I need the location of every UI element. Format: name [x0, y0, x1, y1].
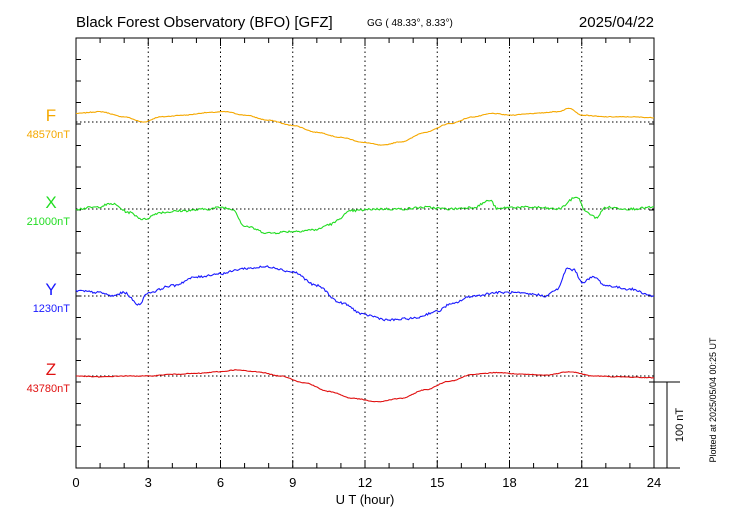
series-name-z: Z	[46, 360, 56, 379]
x-tick-label: 21	[575, 475, 589, 490]
series-name-x: X	[45, 193, 56, 212]
series-baseline-label-z: 43780nT	[27, 383, 71, 395]
x-tick-label: 24	[647, 475, 661, 490]
series-name-y: Y	[45, 280, 56, 299]
x-tick-label: 6	[217, 475, 224, 490]
x-tick-label: 12	[358, 475, 372, 490]
x-axis-label: U T (hour)	[336, 492, 395, 507]
scale-bar-label: 100 nT	[674, 408, 686, 443]
series-name-f: F	[46, 106, 56, 125]
x-tick-label: 15	[430, 475, 444, 490]
grid-lines	[147, 38, 583, 468]
x-tick-label: 3	[145, 475, 152, 490]
series-line-x	[75, 196, 655, 235]
scale-bar: 100 nT	[654, 381, 686, 469]
station-coordinates: GG ( 48.33°, 8.33°)	[367, 18, 453, 29]
series-line-f	[75, 107, 655, 146]
series-line-z	[76, 369, 655, 403]
series-line-y	[75, 265, 655, 322]
chart-date: 2025/04/22	[579, 14, 654, 31]
series-lines	[75, 107, 655, 403]
x-tick-label: 0	[72, 475, 79, 490]
series-baseline-label-x: 21000nT	[27, 216, 71, 228]
x-tick-label: 18	[502, 475, 516, 490]
x-tick-labels: 0 3 6 9 12 15 18 21 24	[72, 475, 661, 490]
series-labels: F 48570nT X 21000nT Y 1230nT Z 43780nT	[27, 106, 71, 395]
chart-title: Black Forest Observatory (BFO) [GFZ]	[76, 14, 333, 31]
plotted-at-note: Plotted at 2025/05/04 00:25 UT	[708, 337, 718, 463]
x-tick-label: 9	[289, 475, 296, 490]
series-baseline-label-y: 1230nT	[33, 303, 71, 315]
axis-ticks	[75, 37, 655, 469]
series-baseline-label-f: 48570nT	[27, 129, 71, 141]
